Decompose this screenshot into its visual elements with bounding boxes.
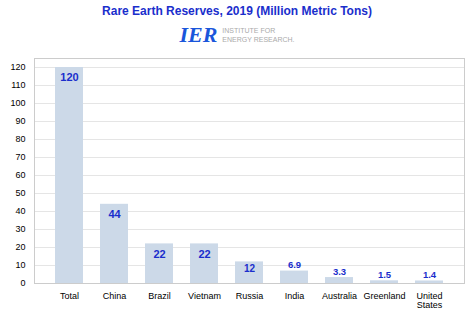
- svg-text:30: 30: [15, 224, 25, 234]
- html-text:Rare Earth Reserves, 2019 (Mil: Rare Earth Reserves, 2019 (Million Metri…: [102, 4, 372, 18]
- svg-text:3.3: 3.3: [333, 266, 346, 277]
- svg-text:China: China: [103, 291, 127, 301]
- svg-text:India: India: [285, 291, 305, 301]
- svg-text:40: 40: [15, 206, 25, 216]
- svg-text:100: 100: [10, 98, 25, 108]
- svg-text:120: 120: [10, 62, 25, 72]
- svg-text:Vietnam: Vietnam: [188, 291, 221, 301]
- svg-text:70: 70: [15, 152, 25, 162]
- svg-text:Russia: Russia: [236, 291, 264, 301]
- svg-text:110: 110: [11, 80, 25, 90]
- svg-text:Brazil: Brazil: [148, 291, 171, 301]
- svg-text:0: 0: [20, 278, 25, 288]
- svg-text:50: 50: [15, 188, 25, 198]
- svg-text:120: 120: [60, 71, 78, 83]
- svg-text:10: 10: [15, 260, 25, 270]
- svg-text:1.5: 1.5: [378, 269, 392, 280]
- svg-text:Greenland: Greenland: [363, 291, 405, 301]
- svg-text:80: 80: [15, 134, 25, 144]
- html-text:IER: IER: [179, 22, 218, 47]
- svg-text:60: 60: [15, 170, 25, 180]
- svg-text:90: 90: [15, 116, 25, 126]
- svg-text:1.4: 1.4: [423, 269, 437, 280]
- svg-text:44: 44: [108, 208, 121, 220]
- html-text:INSTITUTE FOR: INSTITUTE FOR: [222, 27, 276, 34]
- svg-text:6.9: 6.9: [288, 259, 301, 270]
- svg-text:UnitedStates: UnitedStates: [416, 291, 442, 310]
- html-text:ENERGY RESEARCH.: ENERGY RESEARCH.: [222, 36, 295, 43]
- svg-text:Australia: Australia: [322, 291, 357, 301]
- svg-text:12: 12: [244, 263, 256, 274]
- svg-text:Total: Total: [60, 291, 79, 301]
- svg-text:20: 20: [15, 242, 25, 252]
- svg-text:22: 22: [198, 248, 210, 260]
- svg-text:22: 22: [153, 248, 165, 260]
